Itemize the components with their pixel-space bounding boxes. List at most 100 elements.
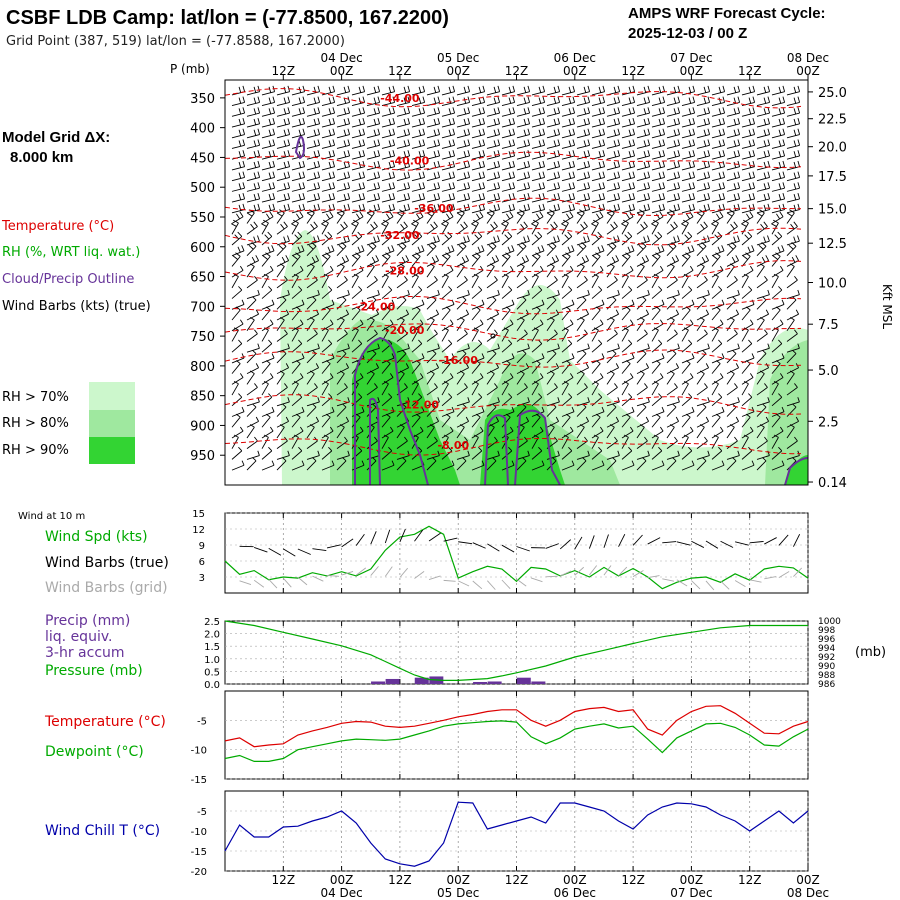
wind-barb-feather (568, 108, 572, 115)
wind-barb-feather (752, 182, 756, 189)
wind-barb-feather (391, 299, 395, 305)
wind-barb-feather (296, 360, 301, 364)
wind-barb-feather (734, 275, 738, 281)
wind-barb-feather (778, 446, 783, 452)
wind-barb-feather (662, 182, 666, 189)
wind-barb (441, 101, 455, 107)
wind-barb-feather (478, 339, 483, 344)
wind-barb-feather (251, 241, 257, 247)
wind-barb-feather (377, 192, 381, 200)
precip-tick-label: 1.0 (204, 655, 220, 666)
wind-barb-grid (734, 580, 746, 588)
wind-barb-feather (581, 241, 587, 247)
wind-barb-feather (686, 360, 691, 364)
wind-barb (291, 343, 303, 353)
wind-barb (471, 250, 485, 257)
precip-bar (371, 681, 386, 684)
wind-barb-feather (779, 211, 784, 217)
wind-barb-feather (662, 171, 666, 178)
wind-barb (486, 279, 498, 289)
wind-barb (576, 166, 590, 171)
wind-barb-feather (232, 255, 238, 260)
wind-barb-feather (448, 140, 452, 147)
wind-barb-feather (508, 183, 512, 190)
wind-barb-feather (422, 107, 426, 114)
wind-barb-feather (356, 413, 361, 418)
wind-barb-feather (601, 299, 605, 305)
wind-barb-feather (643, 172, 647, 179)
wind-barb-feather (481, 406, 485, 412)
wind-barb-feather (271, 299, 275, 305)
wind-barb-feather (583, 236, 587, 243)
wind-barb-feather (677, 139, 681, 146)
wind-barb (621, 166, 635, 171)
wind-barb (396, 319, 405, 331)
wind-barb-feather (677, 85, 681, 92)
wind-barb (471, 411, 485, 417)
wind-barb-feather (572, 107, 576, 114)
wind-barb-feather (512, 117, 516, 124)
wind-barb (531, 155, 545, 160)
wind-barb-feather (265, 252, 271, 257)
wind-barb-feather (283, 140, 287, 147)
wind-barb (666, 319, 675, 331)
wind-barb-feather (583, 183, 587, 190)
wind-barb (735, 541, 749, 546)
wind-barb-feather (737, 96, 741, 103)
wind-barb (426, 353, 437, 364)
wind-barb-feather (497, 450, 500, 456)
wind-barb-grid (341, 571, 354, 576)
wind-barb-feather (448, 446, 453, 452)
wind-barb-feather (451, 460, 455, 466)
wind-barb (546, 91, 560, 96)
wind-barb (726, 266, 735, 278)
wind-barb (771, 416, 781, 428)
wind-barb-feather (568, 172, 572, 179)
wind-barb-feather (704, 383, 708, 388)
wind-barb-feather (493, 161, 497, 168)
wind-barb (231, 177, 245, 182)
y-tick-label: 6 (199, 557, 205, 568)
precip-tick-label: 2.5 (204, 617, 220, 628)
wind-barb (681, 343, 693, 353)
wind-barb-feather (677, 96, 681, 103)
wind-barb (471, 323, 484, 332)
wind-barb (666, 226, 678, 235)
wind-barb-feather (749, 265, 754, 271)
wind-barb-feather (512, 128, 516, 135)
wind-barb-feather (309, 209, 315, 214)
wind-barb-feather (504, 234, 510, 240)
wind-barb-feather (792, 457, 797, 462)
wind-barb (231, 289, 243, 299)
wind-barb-grid (501, 579, 511, 590)
wind-barb (486, 347, 500, 353)
wind-barb (546, 367, 559, 375)
wind-barb-feather (527, 96, 531, 103)
wind-barb (651, 411, 665, 417)
wind-barb-feather (452, 203, 456, 210)
wind-barb (306, 112, 320, 117)
rh-legend: RH > 70% RH > 80% RH > 90% (2, 382, 135, 464)
wind-barb-feather (553, 86, 557, 93)
wind-barb (396, 240, 410, 246)
wind-barb (546, 420, 559, 428)
wind-barb-feather (362, 171, 366, 178)
wind-barb-feather (587, 235, 590, 242)
wind-barb-feather (489, 316, 495, 321)
wind-barb-feather (479, 373, 484, 378)
wind-barb (651, 166, 665, 171)
wind-barb-feather (467, 85, 471, 92)
wind-barb-feather (473, 273, 479, 277)
wind-barb (426, 387, 438, 396)
wind-barb-feather (571, 353, 575, 359)
wind-barb-feather (317, 289, 320, 295)
legend-liq-equiv: liq. equiv. (45, 629, 112, 645)
wind-barb-feather (362, 107, 366, 114)
wind-barb-feather (252, 349, 257, 354)
wind-barb (516, 347, 530, 353)
wind-barb-feather (373, 204, 377, 211)
wind-barb-feather (615, 309, 620, 315)
wind-barb (306, 313, 319, 321)
wind-barb (501, 91, 515, 96)
wind-barb (411, 155, 425, 160)
